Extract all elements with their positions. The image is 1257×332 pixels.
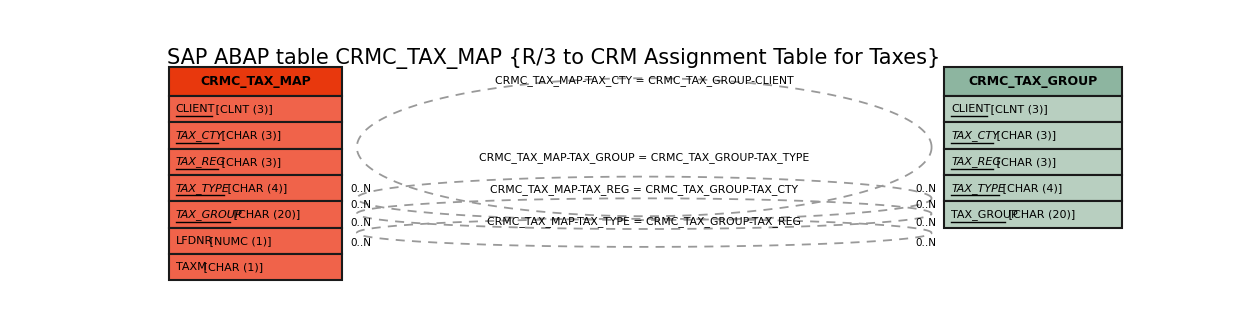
Text: [CHAR (4)]: [CHAR (4)]	[224, 183, 287, 193]
Text: [CHAR (3)]: [CHAR (3)]	[217, 157, 280, 167]
Text: TAX_CTY: TAX_CTY	[176, 130, 224, 141]
Text: CRMC_TAX_MAP-TAX_REG = CRMC_TAX_GROUP-TAX_CTY: CRMC_TAX_MAP-TAX_REG = CRMC_TAX_GROUP-TA…	[490, 184, 798, 195]
Text: TAX_GROUP: TAX_GROUP	[176, 209, 243, 220]
Bar	[944, 175, 1121, 202]
Text: [CHAR (1)]: [CHAR (1)]	[200, 262, 263, 272]
Text: SAP ABAP table CRMC_TAX_MAP {R/3 to CRM Assignment Table for Taxes}: SAP ABAP table CRMC_TAX_MAP {R/3 to CRM …	[167, 47, 940, 68]
Text: [CHAR (3)]: [CHAR (3)]	[993, 157, 1056, 167]
Text: [NUMC (1)]: [NUMC (1)]	[206, 236, 272, 246]
Text: 0..N: 0..N	[915, 200, 936, 210]
Text: [CHAR (20)]: [CHAR (20)]	[1006, 209, 1075, 219]
Text: CRMC_TAX_MAP-TAX_GROUP = CRMC_TAX_GROUP-TAX_TYPE: CRMC_TAX_MAP-TAX_GROUP = CRMC_TAX_GROUP-…	[479, 152, 810, 163]
Text: TAX_GROUP: TAX_GROUP	[952, 209, 1018, 220]
Text: [CHAR (20)]: [CHAR (20)]	[230, 209, 300, 219]
Bar	[944, 123, 1121, 149]
Bar	[168, 123, 342, 149]
Text: CRMC_TAX_MAP-TAX_TYPE = CRMC_TAX_GROUP-TAX_REG: CRMC_TAX_MAP-TAX_TYPE = CRMC_TAX_GROUP-T…	[488, 216, 801, 227]
Bar	[168, 228, 342, 254]
Text: [CLNT (3)]: [CLNT (3)]	[211, 104, 273, 114]
Text: [CHAR (4)]: [CHAR (4)]	[999, 183, 1062, 193]
Text: [CHAR (3)]: [CHAR (3)]	[217, 130, 280, 140]
Bar	[944, 202, 1121, 228]
Text: TAX_CTY: TAX_CTY	[952, 130, 999, 141]
Text: 0..N: 0..N	[915, 184, 936, 195]
Text: CLIENT: CLIENT	[952, 104, 991, 114]
Bar	[168, 254, 342, 281]
Text: TAX_REG: TAX_REG	[952, 156, 1001, 167]
Text: 0..N: 0..N	[915, 238, 936, 248]
Bar	[168, 175, 342, 202]
Text: LFDNR: LFDNR	[176, 236, 212, 246]
Text: 0..N: 0..N	[349, 200, 371, 210]
Text: CLIENT: CLIENT	[176, 104, 215, 114]
Text: [CLNT (3)]: [CLNT (3)]	[987, 104, 1048, 114]
Text: CRMC_TAX_MAP: CRMC_TAX_MAP	[200, 75, 310, 88]
Text: 0..N: 0..N	[915, 217, 936, 228]
Bar	[944, 149, 1121, 175]
Text: TAX_REG: TAX_REG	[176, 156, 226, 167]
Bar	[944, 96, 1121, 123]
Bar	[168, 202, 342, 228]
Bar	[168, 149, 342, 175]
Bar	[168, 96, 342, 123]
Text: CRMC_TAX_GROUP: CRMC_TAX_GROUP	[968, 75, 1097, 88]
Text: [CHAR (3)]: [CHAR (3)]	[993, 130, 1056, 140]
Text: 0..N: 0..N	[349, 238, 371, 248]
Text: TAX_TYPE: TAX_TYPE	[952, 183, 1004, 194]
Text: TAX_TYPE: TAX_TYPE	[176, 183, 230, 194]
Bar	[944, 67, 1121, 96]
Text: 0..N: 0..N	[349, 184, 371, 195]
Text: CRMC_TAX_MAP-TAX_CTY = CRMC_TAX_GROUP-CLIENT: CRMC_TAX_MAP-TAX_CTY = CRMC_TAX_GROUP-CL…	[495, 75, 793, 86]
Bar	[168, 67, 342, 96]
Text: TAXM: TAXM	[176, 262, 206, 272]
Text: 0..N: 0..N	[349, 217, 371, 228]
